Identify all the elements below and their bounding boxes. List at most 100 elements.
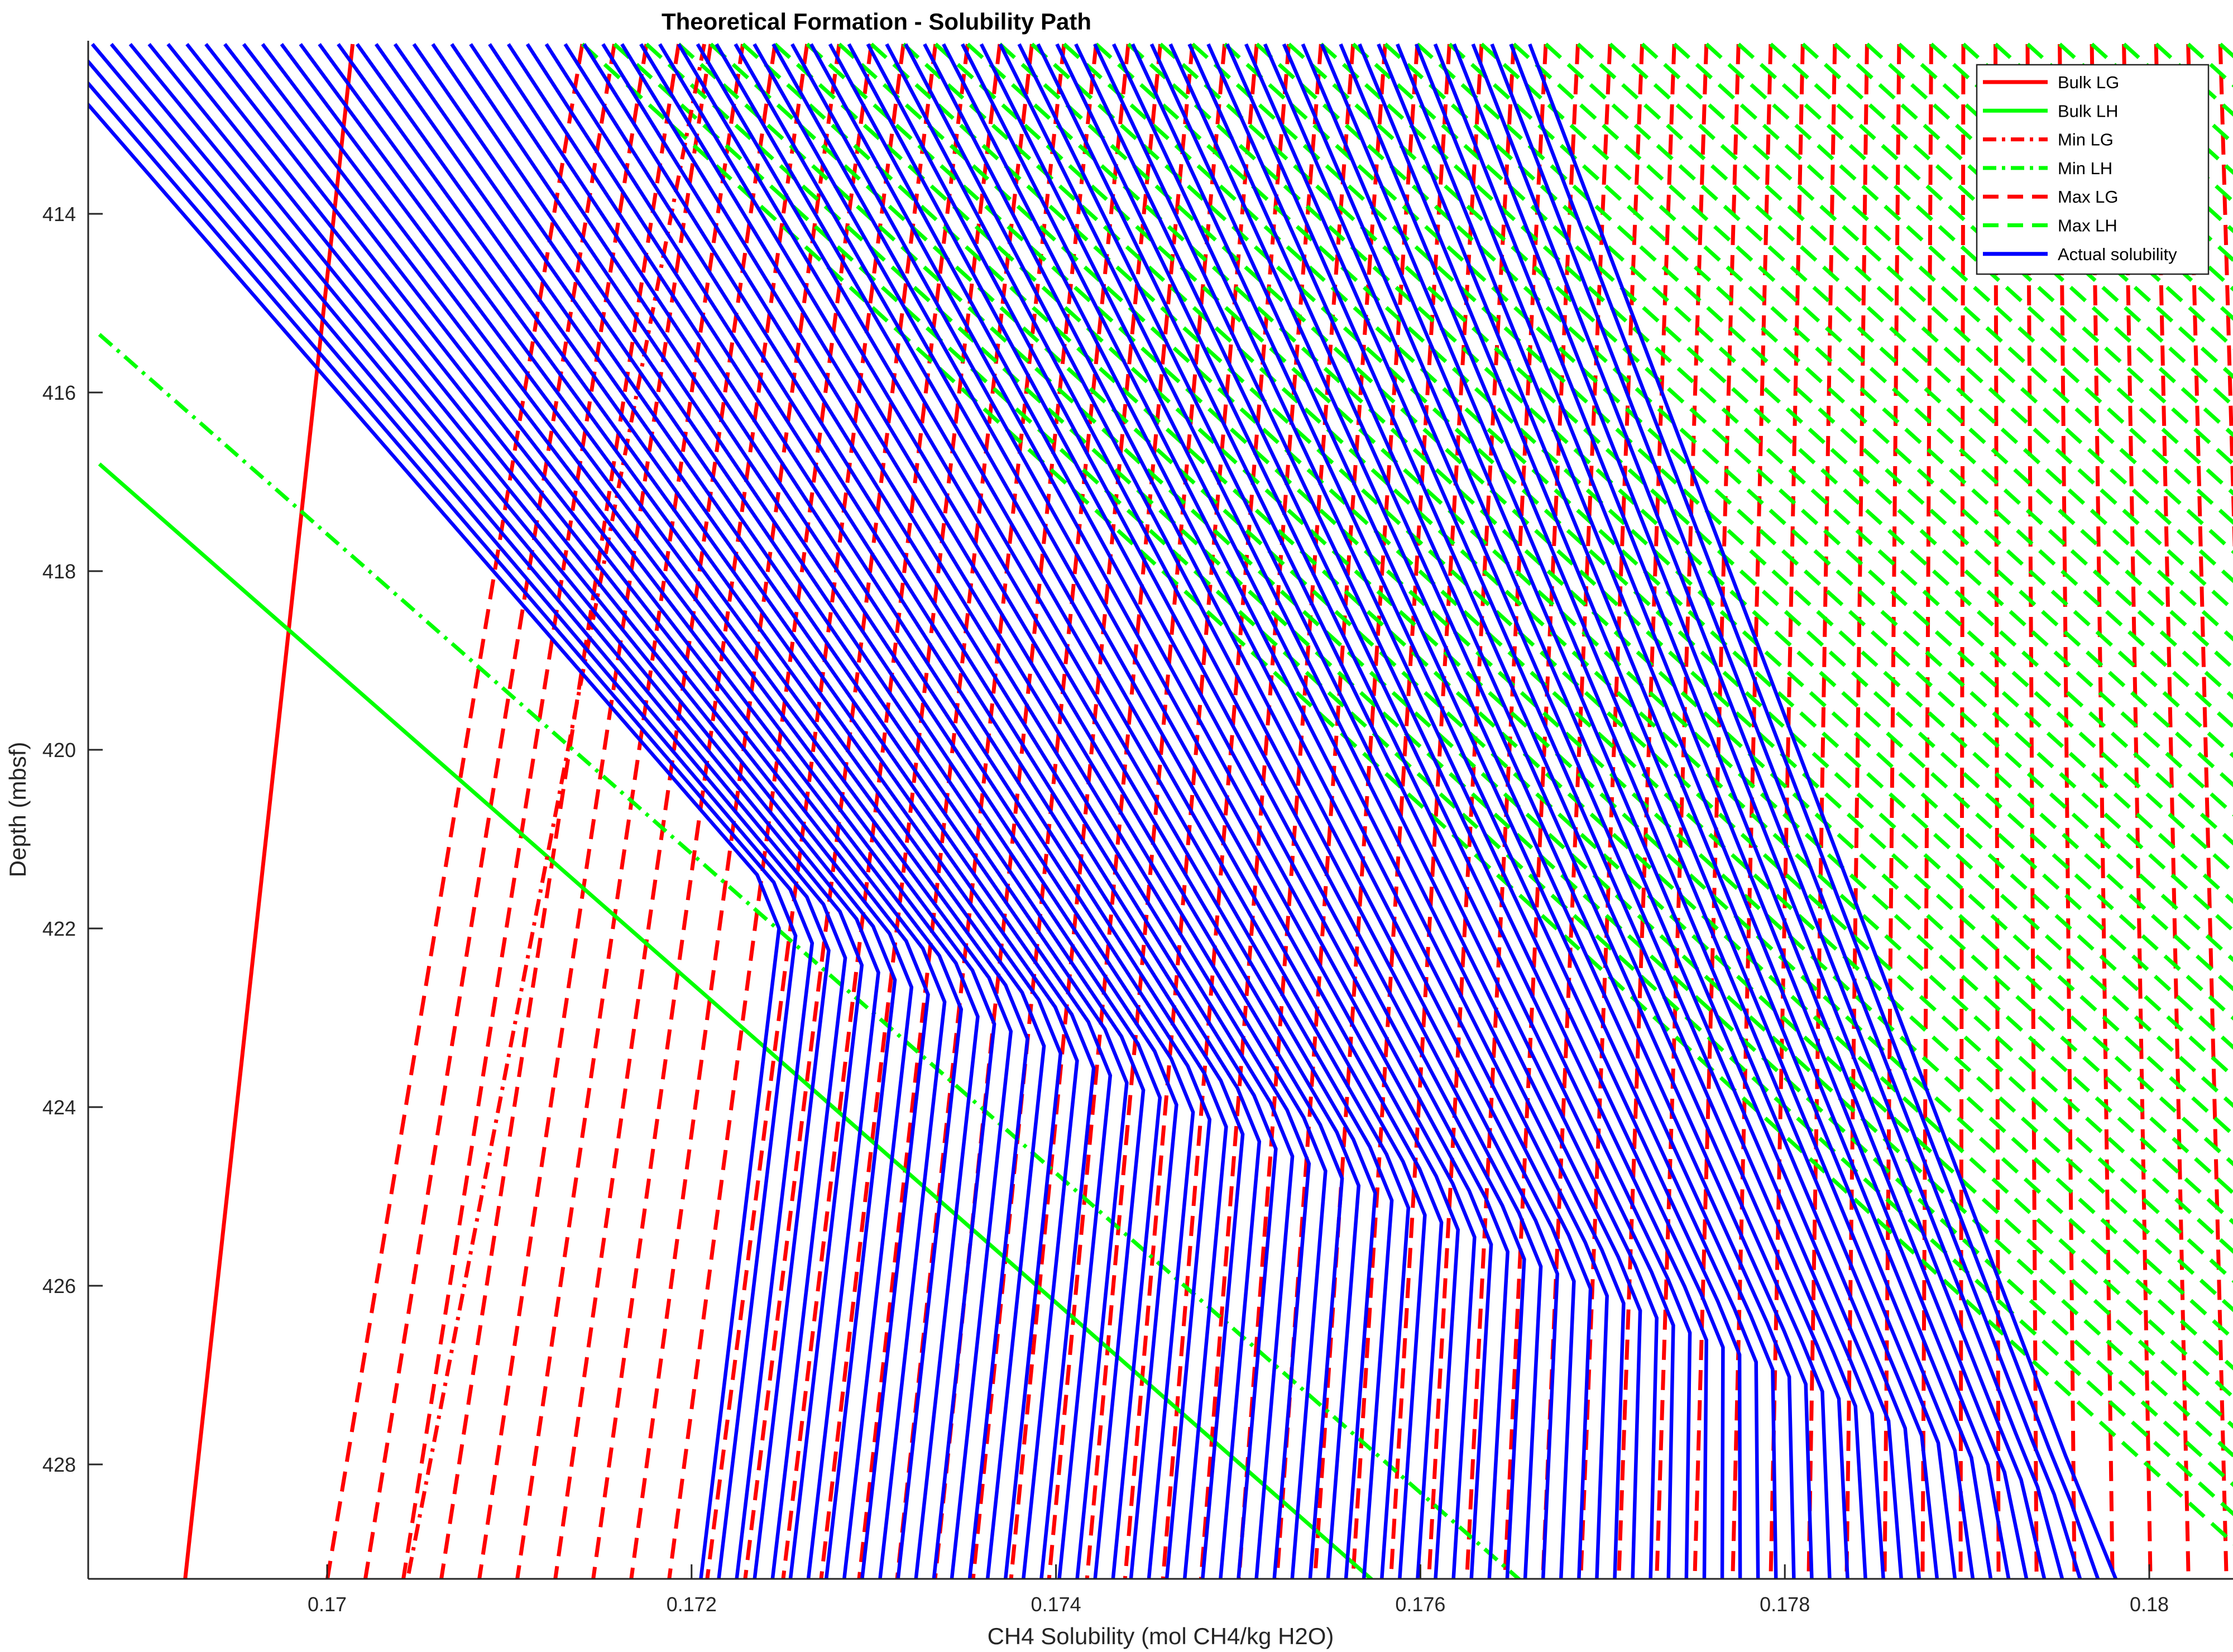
max-lg-line	[1920, 44, 1933, 1579]
actual-solubility-line	[1074, 43, 1692, 1579]
actual-solubility-line	[1358, 43, 1957, 1579]
max-lg-line	[933, 44, 1098, 1579]
max-lh-line	[902, 42, 2233, 1254]
actual-solubility-line	[431, 43, 1129, 1579]
x-ticks: 0.17 0.172 0.174 0.176 0.178 0.18	[308, 1564, 2169, 1616]
max-lh-line	[741, 42, 2233, 1400]
actual-solubility-line	[639, 43, 1311, 1579]
actual-solubility-line	[223, 43, 947, 1579]
max-lg-line	[1009, 44, 1163, 1579]
actual-solubility-line	[809, 43, 1460, 1579]
max-lh-line	[613, 42, 2233, 1516]
max-lh-line	[1930, 42, 2233, 321]
actual-solubility-line	[204, 42, 930, 1579]
series-line-bulk-lh	[98, 462, 1374, 1579]
actual-solubility-line	[318, 43, 1029, 1579]
max-lg-line	[743, 44, 938, 1579]
actual-solubility-line	[242, 43, 964, 1579]
max-lh-line	[966, 42, 2233, 1196]
actual-solubility-line	[904, 43, 1543, 1579]
actual-solubility-line	[356, 43, 1063, 1579]
actual-solubility-line	[1320, 43, 1921, 1579]
actual-solubility-line	[337, 43, 1046, 1579]
max-lg-line	[895, 44, 1066, 1579]
y-ticks: 414 416 418 420 422 424 426 428	[42, 203, 103, 1476]
x-tick-label: 0.172	[667, 1593, 717, 1616]
y-tick-label: 424	[42, 1096, 76, 1119]
series-actual-solubility	[88, 42, 2118, 1579]
max-lg-line	[705, 44, 905, 1579]
actual-solubility-line	[1111, 43, 1725, 1579]
max-lg-line	[1579, 44, 1645, 1579]
max-lg-line	[1503, 44, 1580, 1579]
y-tick-label: 426	[42, 1275, 76, 1297]
max-lh-line	[1769, 42, 2233, 467]
actual-solubility-line	[923, 43, 1559, 1579]
x-tick-label: 0.17	[308, 1593, 347, 1616]
actual-solubility-line	[525, 43, 1212, 1579]
max-lh-line	[1641, 42, 2233, 583]
y-tick-label: 422	[42, 917, 76, 940]
actual-solubility-line	[393, 43, 1096, 1579]
max-lh-line	[1544, 42, 2233, 671]
max-lh-line	[1705, 42, 2233, 525]
chart-title: Theoretical Formation - Solubility Path	[662, 8, 1091, 35]
actual-solubility-line	[1206, 43, 1814, 1579]
max-lh-line	[1416, 42, 2233, 788]
max-lg-line	[1237, 44, 1355, 1579]
legend-label: Min LH	[2058, 159, 2112, 178]
actual-solubility-line	[1017, 43, 1642, 1579]
actual-solubility-line	[601, 43, 1278, 1579]
y-tick-label: 418	[42, 560, 76, 583]
max-lh-line	[677, 42, 2233, 1458]
actual-solubility-line	[1452, 43, 2047, 1579]
actual-solubility-line	[412, 43, 1113, 1579]
max-lh-line	[1673, 42, 2233, 554]
actual-solubility-line	[1339, 43, 1939, 1579]
actual-solubility-line	[128, 42, 864, 1579]
actual-solubility-line	[147, 42, 880, 1579]
actual-solubility-line	[90, 42, 831, 1579]
actual-solubility-line	[677, 43, 1344, 1579]
actual-solubility-line	[715, 43, 1377, 1579]
actual-solubility-line	[658, 43, 1328, 1579]
axes: 0.17 0.172 0.174 0.176 0.178 0.18 414 416 418 42…	[42, 41, 2233, 1616]
y-tick-label: 416	[42, 381, 76, 404]
actual-solubility-line	[998, 43, 1626, 1579]
max-lh-line	[1737, 42, 2233, 496]
actual-solubility-line	[885, 43, 1526, 1579]
max-lg-line	[2090, 44, 2115, 1579]
actual-solubility-line	[1509, 43, 2100, 1579]
actual-solubility-line	[1093, 43, 1708, 1579]
max-lh-line	[1383, 42, 2233, 817]
max-lg-line	[2025, 44, 2039, 1579]
actual-solubility-line	[1301, 43, 1904, 1579]
max-lh-line	[1897, 42, 2233, 350]
actual-solubility-line	[1263, 43, 1867, 1579]
actual-solubility-line	[88, 80, 798, 1579]
y-tick-label: 420	[42, 739, 76, 762]
actual-solubility-line	[469, 43, 1162, 1579]
actual-solubility-line	[1130, 43, 1742, 1579]
actual-solubility-line	[450, 43, 1146, 1579]
actual-solubility-line	[942, 43, 1576, 1579]
max-lh-line	[645, 42, 2233, 1487]
max-lg-line	[515, 44, 745, 1579]
max-lg-line	[2122, 44, 2153, 1579]
legend-label: Max LH	[2058, 216, 2117, 236]
legend-label: Actual solubility	[2058, 245, 2177, 264]
max-lg-line	[1350, 44, 1451, 1579]
actual-solubility-line	[1282, 43, 1885, 1579]
max-lg-line	[553, 44, 777, 1579]
max-lg-line	[667, 44, 874, 1579]
max-lh-line	[1448, 42, 2233, 758]
y-tick-label: 414	[42, 203, 76, 226]
max-lh-line	[1480, 42, 2233, 729]
actual-solubility-line	[88, 59, 814, 1579]
y-tick-label: 428	[42, 1453, 76, 1476]
actual-solubility-line	[1225, 43, 1832, 1579]
actual-solubility-line	[961, 43, 1593, 1579]
x-tick-label: 0.176	[1395, 1593, 1445, 1616]
actual-solubility-line	[1187, 43, 1796, 1579]
